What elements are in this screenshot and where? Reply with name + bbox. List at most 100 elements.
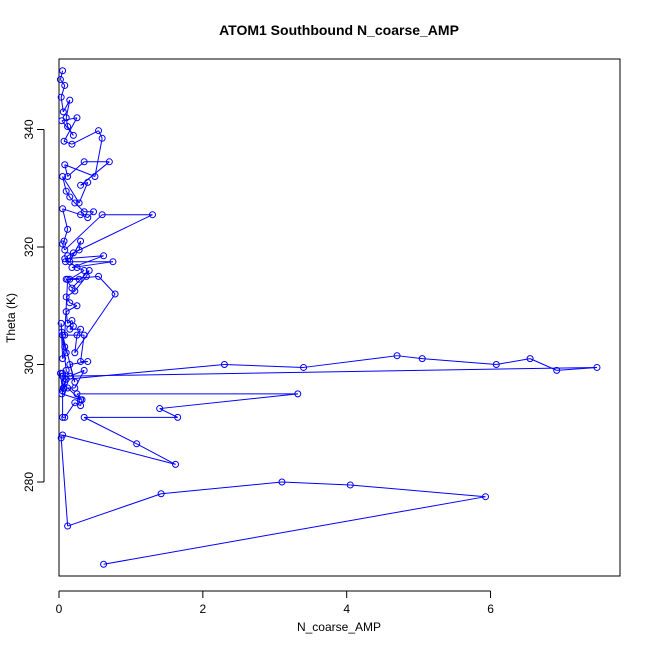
x-tick-label: 4 (343, 602, 350, 616)
series-segment (78, 182, 89, 204)
series-segment (281, 481, 351, 486)
data-point (59, 355, 67, 363)
data-point (59, 240, 67, 248)
data-point (111, 290, 119, 298)
data-point (58, 117, 66, 125)
data-point (418, 355, 426, 363)
data-point (71, 199, 79, 207)
series-segment (60, 85, 66, 98)
x-tick-label: 6 (487, 602, 494, 616)
data-point (75, 199, 83, 207)
data-point (59, 331, 67, 339)
data-point (56, 369, 64, 377)
data-point (57, 434, 65, 442)
series-segment (224, 364, 304, 368)
series-segment (63, 140, 73, 145)
data-point (66, 96, 74, 104)
series-segment (65, 311, 69, 324)
plot-frame (58, 58, 621, 577)
series-segment (87, 211, 94, 218)
x-tick-label: 2 (200, 602, 207, 616)
series-segment (71, 130, 99, 145)
series-segment (159, 393, 298, 410)
data-point (68, 140, 76, 148)
series-segment (64, 214, 103, 251)
series-segment (65, 290, 76, 298)
data-point (75, 246, 83, 254)
data-point (492, 361, 500, 368)
series-segment (73, 214, 153, 254)
data-point (66, 299, 74, 307)
series-segment (67, 320, 73, 324)
series-segment (67, 161, 85, 177)
chart-title: ATOM1 Southbound N_coarse_AMP (219, 22, 459, 38)
data-point (98, 134, 106, 142)
x-axis-label: N_coarse_AMP (297, 620, 381, 634)
data-point (61, 258, 69, 266)
data-point (109, 258, 117, 266)
data-point (220, 361, 228, 368)
data-point (77, 325, 85, 333)
data-point (172, 460, 180, 468)
data-point (71, 384, 79, 392)
data-point (133, 440, 141, 448)
series-segment (422, 358, 497, 365)
series-segment (62, 366, 597, 377)
series-segment (396, 355, 423, 360)
series-segment (62, 176, 80, 204)
data-point (64, 225, 72, 233)
data-point (68, 264, 76, 272)
data-point (62, 349, 70, 357)
series-segment (78, 241, 82, 251)
data-point (61, 255, 69, 263)
data-point (80, 366, 88, 374)
data-point (66, 325, 74, 333)
y-axis: 280 300 320 340 (22, 119, 45, 492)
series-segment (62, 208, 69, 230)
series-segment (74, 293, 116, 354)
data-point (77, 211, 85, 219)
y-tick-label: 320 (22, 237, 36, 257)
series-segment (103, 496, 486, 565)
series-lines (59, 70, 598, 565)
series-segment (80, 181, 88, 186)
data-point (71, 399, 79, 407)
data-point (61, 246, 69, 254)
data-point (90, 208, 98, 216)
data-point (80, 267, 88, 274)
series-segment (64, 164, 96, 177)
series-segment (71, 261, 114, 269)
data-point (278, 478, 286, 486)
series-segment (59, 70, 64, 80)
data-point (59, 369, 67, 377)
data-point (64, 275, 72, 283)
data-point (66, 361, 74, 368)
y-tick-label: 340 (22, 119, 36, 139)
series-segment (65, 305, 78, 313)
data-point (526, 355, 534, 363)
data-point (62, 293, 70, 301)
series-segment (98, 130, 103, 139)
series-segment (60, 79, 66, 86)
series-segment (496, 358, 531, 365)
data-point (73, 302, 81, 310)
series-segment (71, 255, 104, 269)
data-point (553, 366, 561, 374)
data-point (66, 193, 74, 201)
data-point (58, 328, 66, 336)
data-point (77, 181, 85, 189)
data-point (84, 178, 92, 186)
data-point (60, 137, 68, 145)
data-point (66, 275, 74, 283)
data-point (84, 214, 92, 222)
data-point (482, 493, 489, 501)
series-points (56, 67, 601, 568)
data-point (59, 67, 67, 75)
data-point (73, 390, 81, 398)
series-segment (80, 214, 88, 219)
data-point (346, 481, 354, 489)
data-point (300, 363, 308, 371)
data-point (59, 205, 67, 213)
data-point (77, 358, 85, 366)
data-point (61, 161, 69, 169)
